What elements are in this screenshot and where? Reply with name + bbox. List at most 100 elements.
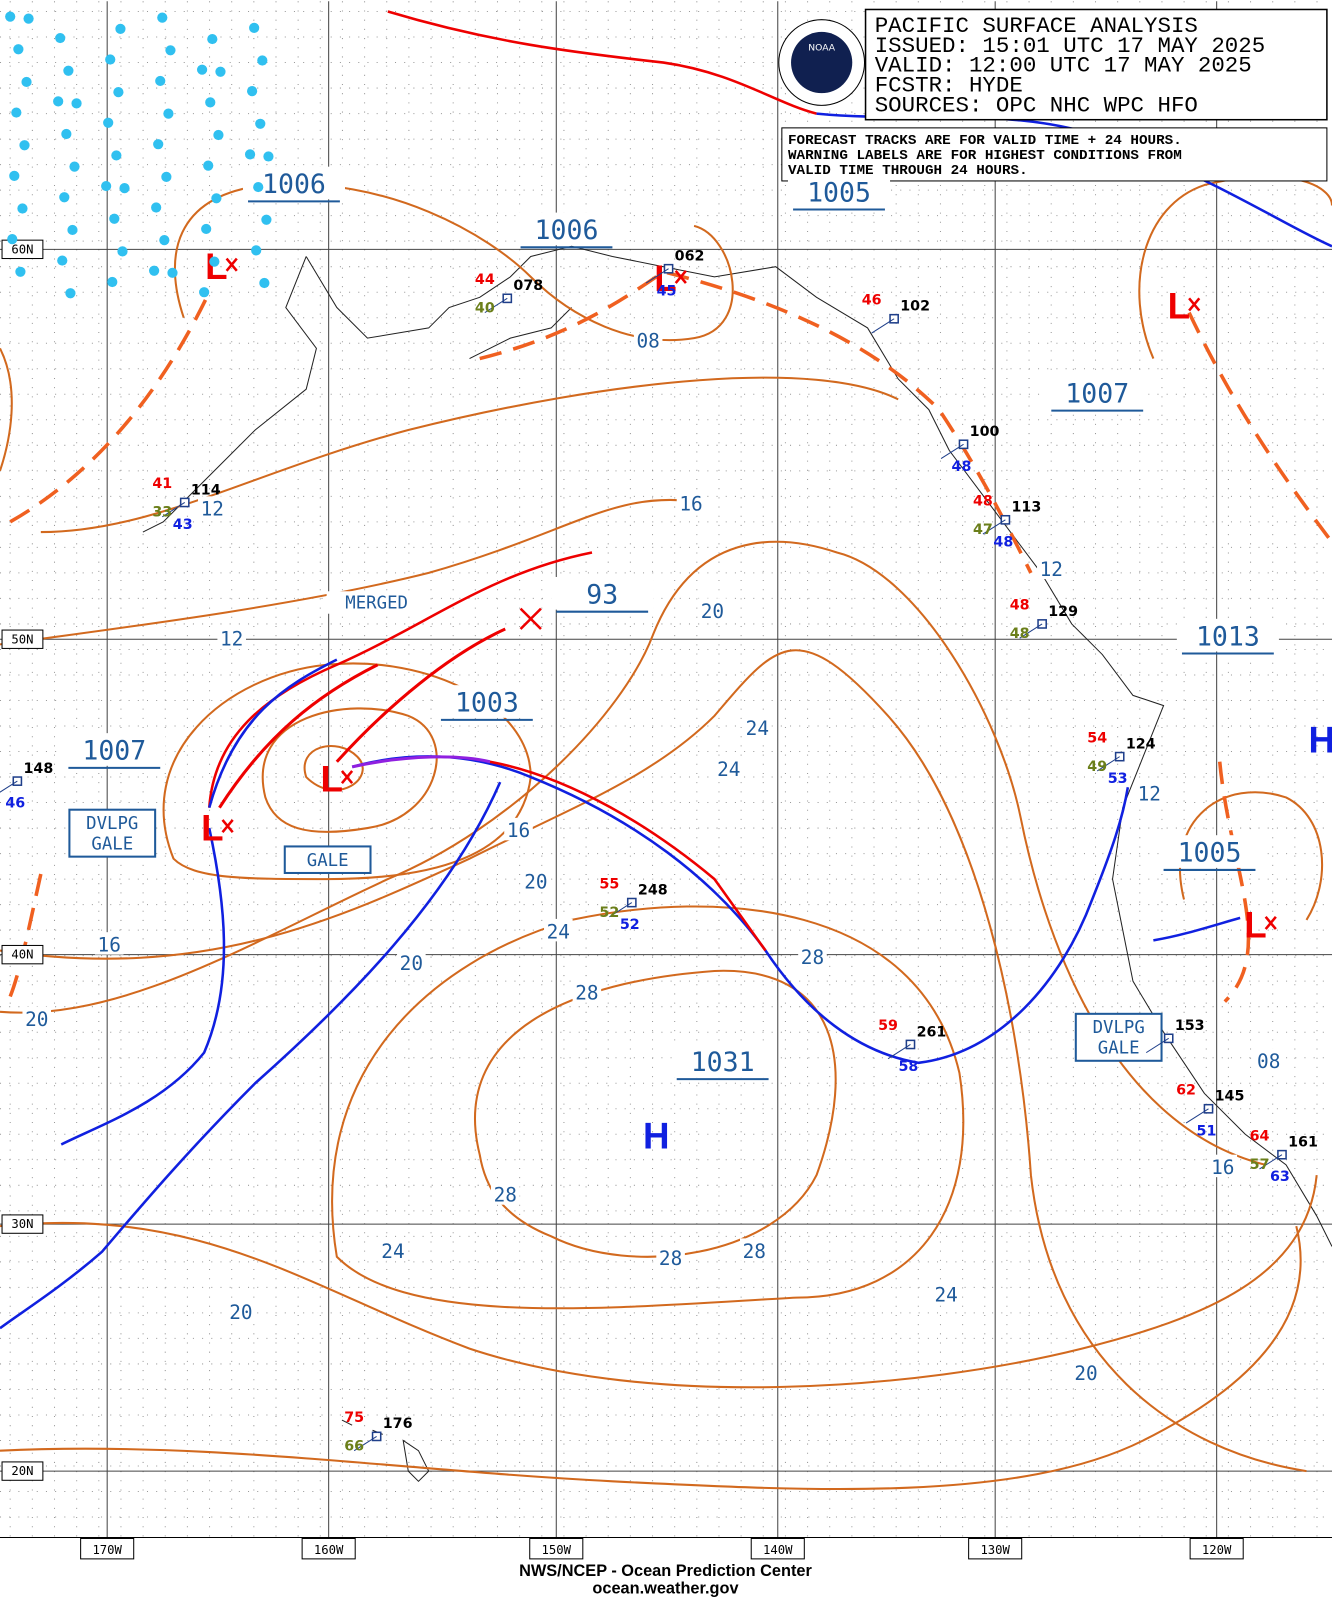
isobar-label: 08 [1257,1050,1280,1073]
isobar-label: 12 [220,627,243,650]
lat-label: 40N [11,948,33,962]
isobar-label: 16 [507,819,530,842]
ice-dot [21,76,32,88]
center-bg [1046,375,1149,409]
ice-dot [149,265,160,276]
low-x [1188,297,1201,312]
center-pressure: 1013 [1196,621,1260,652]
station-marker [663,263,674,274]
ice-dot [165,45,176,56]
lon-label-box [750,1537,805,1560]
isobar-label: 28 [743,1240,766,1263]
isobar-label-bg [490,1182,520,1205]
isobar-label: 20 [1074,1362,1097,1385]
ice-dot [263,151,274,162]
ice-dot [105,54,116,65]
ice-dot [161,171,172,182]
isobar-label: 24 [547,920,570,943]
ice-dot [109,213,120,224]
station-olive: 48 [1010,626,1030,642]
warning-label: DVLPG [1093,1018,1145,1038]
station-red: 75 [344,1410,364,1426]
header-line: FCSTR: HYDE [875,73,1023,99]
grid [0,1,1332,1543]
pressure-symbol: L [205,246,227,287]
ice-dot [163,108,174,119]
ice-dot [55,32,66,44]
wind-barb [887,1044,911,1060]
isobar-label: 16 [1211,1156,1234,1179]
station-olive: 40 [475,301,495,317]
isobar-label-bg [504,817,533,841]
isobar-label-bg [521,868,551,892]
center-pressure: 1005 [807,177,871,208]
isobar-label: 20 [25,1008,48,1031]
station-red: 46 [862,292,882,308]
isobar-label-bg [1208,1154,1238,1178]
wind-barb [1185,1108,1209,1124]
ice-dot [259,277,270,289]
isobar-label-bg [226,1299,256,1323]
lon-label: 160W [314,1543,344,1557]
lat-label: 30N [11,1217,33,1231]
station-red: 64 [1250,1128,1270,1144]
station-pressure: 248 [638,882,668,898]
ice-dot [209,256,220,267]
isobar-label-bg [198,496,227,519]
header-line: ISSUED: 15:01 UTC 17 MAY 2025 [875,33,1265,59]
header-line: VALID: 12:00 UTC 17 MAY 2025 [875,53,1252,79]
station-blue: 53 [1108,771,1128,787]
center-bg [671,1044,774,1078]
ice-dot [207,33,218,45]
warning-label: DVLPG [86,814,138,834]
ice-dot [117,246,128,257]
low-x [225,257,238,272]
lon-label: 170W [92,1543,122,1557]
ice-dot [13,44,24,55]
isobar-label-bg [798,944,827,967]
pressure-symbol: H [1309,720,1332,761]
ice-dot [159,235,170,246]
ice-dot [5,11,16,22]
lat-label: 60N [11,242,33,256]
lon-label-box [1189,1537,1244,1560]
wind-barb [1145,1037,1169,1054]
station-pressure: 102 [900,299,930,315]
note-line: WARNING LABELS ARE FOR HIGHEST CONDITION… [788,148,1182,164]
ice-dot [57,255,68,266]
lon-label-box [80,1537,135,1560]
isobar-label-bg [743,715,772,739]
isobar-label: 20 [229,1301,252,1324]
fronts [0,10,1332,1330]
ice-dot [59,192,70,203]
ice-dot [203,160,214,171]
ice-dot [211,193,222,204]
isobar-label-bg [714,756,744,780]
center-bg [515,212,618,246]
ice-dot [107,276,118,288]
ice-dot [157,12,168,23]
station-red: 62 [1176,1082,1196,1098]
ice-dot [196,64,208,75]
center-pressure: 1005 [1178,838,1242,869]
station-pressure: 261 [917,1024,947,1040]
lat-label-box [1,239,44,260]
isobar-label-bg [1037,556,1066,580]
ice-dot [244,149,256,160]
station-red: 59 [878,1018,898,1034]
ice-dot [115,23,126,34]
station-pressure: 148 [23,761,53,777]
wind-barb [484,297,508,314]
wind-barb [871,318,895,334]
station-pressure: 161 [1288,1135,1318,1151]
isobar-label: 28 [659,1247,682,1270]
low-x [1264,916,1277,930]
lon-label: 150W [542,1543,572,1557]
ice-dot [151,202,162,213]
station-red: 54 [1087,730,1107,746]
ice-dot [119,182,130,194]
center-pressure: 93 [586,580,618,611]
header-box [864,8,1328,121]
ice-dot [7,234,18,245]
